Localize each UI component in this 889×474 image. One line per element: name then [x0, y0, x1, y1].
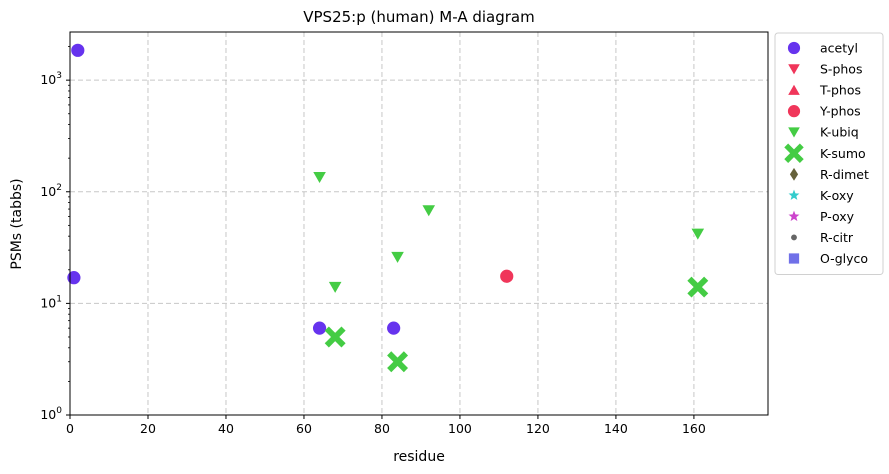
legend-marker-O-glyco [788, 252, 800, 265]
legend-label: Y-phos [819, 104, 861, 119]
y-tick-label: 100 [40, 406, 62, 422]
y-tick-label: 103 [40, 71, 62, 87]
point-K-ubiq [327, 281, 343, 295]
point-acetyl [70, 42, 86, 58]
legend-marker-R-dimet [788, 166, 800, 183]
legend-marker-acetyl [787, 41, 801, 55]
legend-marker-Y-phos [787, 104, 801, 119]
legend-label: K-oxy [820, 188, 854, 203]
x-tick-label: 80 [374, 421, 390, 436]
legend-marker-K-sumo [784, 143, 804, 163]
point-K-sumo [324, 326, 346, 348]
point-acetyl [66, 270, 82, 286]
point-K-ubiq [311, 171, 328, 185]
point-K-sumo [687, 276, 709, 298]
legend-label: R-dimet [820, 167, 869, 182]
legend-marker-P-oxy [786, 208, 802, 223]
point-K-ubiq [389, 251, 406, 265]
legend-marker-R-citr [791, 234, 797, 241]
y-tick-exponent: 3 [56, 71, 62, 81]
legend-label: P-oxy [820, 209, 855, 224]
y-tick-label: 102 [40, 183, 62, 199]
legend: acetyl S-phos T-phos Y-phos K-ubiq K-sumo R-di… [774, 32, 884, 276]
x-tick-label: 100 [448, 421, 472, 436]
y-tick-exponent: 1 [56, 294, 62, 304]
y-axis-label: PSMs (tabbs) [9, 178, 25, 269]
point-K-sumo-stroke [687, 276, 709, 298]
grid [70, 32, 768, 415]
legend-marker-S-phos [786, 63, 802, 77]
x-tick-label: 0 [66, 421, 74, 436]
x-tick-label: 40 [218, 421, 234, 436]
legend-label: acetyl [820, 41, 858, 56]
y-tick-label: 101 [40, 294, 62, 310]
legend-box [774, 32, 884, 276]
legend-label: K-sumo [820, 146, 866, 161]
point-Y-phos [499, 268, 515, 284]
x-axis-label: residue [393, 449, 445, 465]
point-acetyl [386, 320, 402, 336]
legend-marker-T-phos [786, 83, 802, 96]
x-axis-ticks: 0 20 40 60 80 100 120 140 160 [66, 415, 706, 436]
x-tick-label: 120 [526, 421, 550, 436]
y-tick-exponent: 0 [56, 406, 62, 416]
point-K-sumo [387, 351, 409, 373]
point-K-sumo-stroke [324, 326, 346, 348]
legend-marker-K-sumo-stroke [784, 143, 804, 163]
point-K-ubiq [690, 227, 706, 242]
legend-label: S-phos [820, 62, 862, 77]
data-marks [66, 42, 709, 373]
point-acetyl [312, 320, 327, 336]
legend-label: R-citr [820, 230, 854, 245]
legend-label: O-glyco [820, 251, 868, 266]
legend-label: T-phos [819, 83, 861, 98]
legend-marker-K-oxy [786, 187, 802, 202]
legend-marker-K-ubiq [786, 126, 802, 140]
y-tick-exponent: 2 [56, 183, 62, 193]
point-K-sumo-stroke [387, 351, 409, 373]
plot-frame [69, 31, 769, 416]
x-tick-label: 60 [296, 421, 312, 436]
chart-title: VPS25:p (human) M-A diagram [303, 8, 534, 26]
y-tick-base: 10 [40, 72, 56, 87]
point-K-ubiq [421, 204, 437, 218]
y-tick-base: 10 [40, 295, 56, 310]
legend-label: K-ubiq [820, 125, 859, 140]
y-tick-base: 10 [40, 407, 56, 422]
x-tick-label: 140 [604, 421, 628, 436]
y-tick-base: 10 [40, 184, 56, 199]
x-tick-label: 160 [682, 421, 706, 436]
x-tick-label: 20 [140, 421, 156, 436]
